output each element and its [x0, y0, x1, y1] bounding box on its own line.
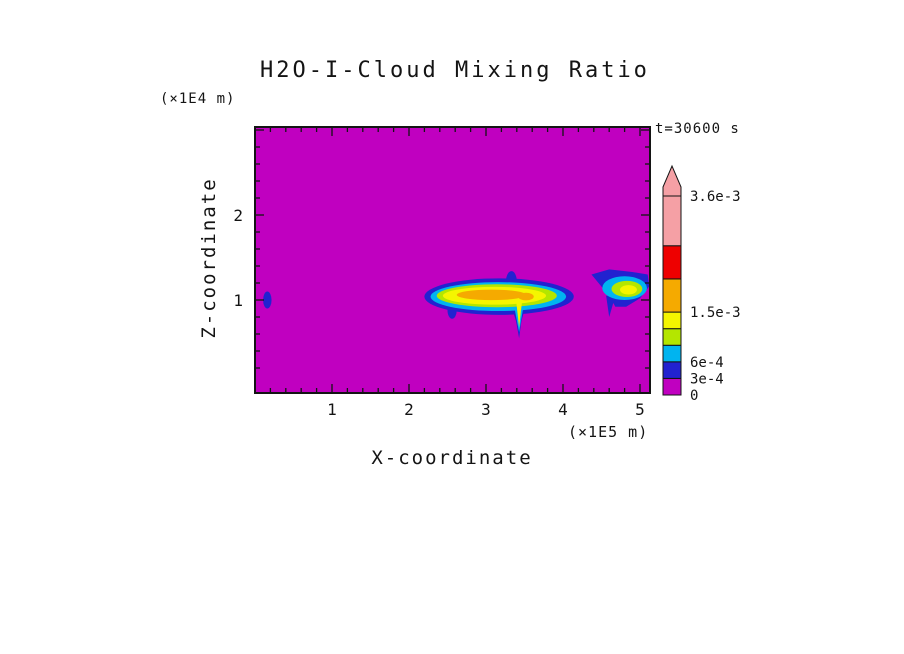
chart-title: H2O-I-Cloud Mixing Ratio: [260, 58, 650, 83]
colorbar-arrow: [662, 164, 682, 197]
x-tick-label: 4: [558, 400, 568, 419]
colorbar-segment-cyan: [662, 344, 682, 363]
colorbar-segment-yellow: [662, 311, 682, 330]
x-tick-label: 1: [327, 400, 337, 419]
x-axis-units: (×1E5 m): [568, 423, 649, 441]
y-axis-units: (×1E4 m): [160, 91, 236, 107]
colorbar-segment-red: [662, 245, 682, 280]
colorbar-segment-magenta: [662, 377, 682, 396]
colorbar-segment-orange: [662, 278, 682, 313]
y-tick-label: 2: [233, 206, 243, 225]
plot-background: [255, 127, 650, 393]
plot-border: [254, 126, 651, 394]
right-cloud-tail: [606, 295, 616, 317]
colorbar-label: 3e-4: [690, 371, 724, 387]
cloud-features: [263, 269, 650, 339]
colorbar-label: 6e-4: [690, 355, 724, 371]
x-tick-label: 5: [635, 400, 645, 419]
x-axis-label: X-coordinate: [371, 447, 533, 469]
colorbar-segment-green: [662, 328, 682, 346]
colorbar-segment-pink: [662, 195, 682, 247]
y-tick-label: 1: [233, 291, 243, 310]
main-cloud-orange-core: [456, 289, 527, 301]
x-tick-label: 3: [481, 400, 491, 419]
left-cloud-speck: [263, 291, 272, 309]
main-cloud-orange-east: [518, 292, 534, 301]
x-tick-label: 2: [404, 400, 414, 419]
main-cloud-fallstreak-yellow: [516, 300, 523, 328]
colorbar-segment-blue: [662, 361, 682, 379]
colorbar-label: 3.6e-3: [690, 189, 741, 205]
colorbar-label: 1.5e-3: [690, 305, 741, 321]
right-cloud-yellow: [619, 285, 637, 295]
colorbar-label: 0: [690, 388, 698, 404]
time-annotation: t=30600 s: [655, 121, 740, 137]
